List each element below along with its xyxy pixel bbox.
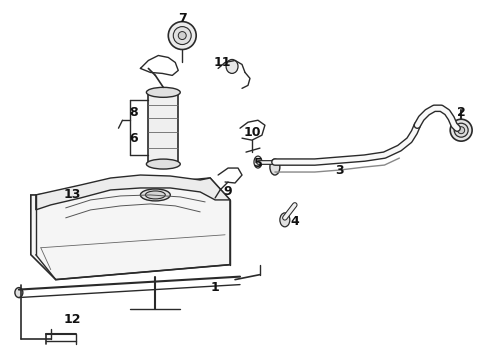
Ellipse shape [147, 87, 180, 97]
Text: 13: 13 [64, 188, 81, 202]
Ellipse shape [178, 32, 186, 40]
Ellipse shape [454, 123, 468, 137]
Text: 9: 9 [224, 185, 232, 198]
Text: 1: 1 [211, 281, 220, 294]
Ellipse shape [173, 27, 191, 45]
Ellipse shape [450, 119, 472, 141]
Text: 2: 2 [457, 106, 465, 119]
Text: 7: 7 [178, 12, 187, 25]
Ellipse shape [270, 159, 280, 175]
Ellipse shape [141, 189, 171, 201]
Polygon shape [36, 175, 230, 210]
Ellipse shape [254, 156, 262, 168]
Ellipse shape [280, 213, 290, 227]
Ellipse shape [168, 22, 196, 50]
Text: 8: 8 [129, 106, 138, 119]
Ellipse shape [458, 127, 465, 134]
Polygon shape [31, 178, 230, 280]
Ellipse shape [147, 159, 180, 169]
Ellipse shape [146, 191, 165, 199]
Text: 10: 10 [243, 126, 261, 139]
Text: 5: 5 [253, 157, 262, 170]
Text: 4: 4 [291, 215, 299, 228]
Text: 3: 3 [335, 163, 344, 176]
Text: 11: 11 [213, 56, 231, 69]
Text: 12: 12 [64, 313, 81, 326]
Text: 6: 6 [129, 132, 138, 145]
Ellipse shape [226, 59, 238, 73]
Ellipse shape [15, 288, 23, 298]
Bar [148, 92, 178, 164]
